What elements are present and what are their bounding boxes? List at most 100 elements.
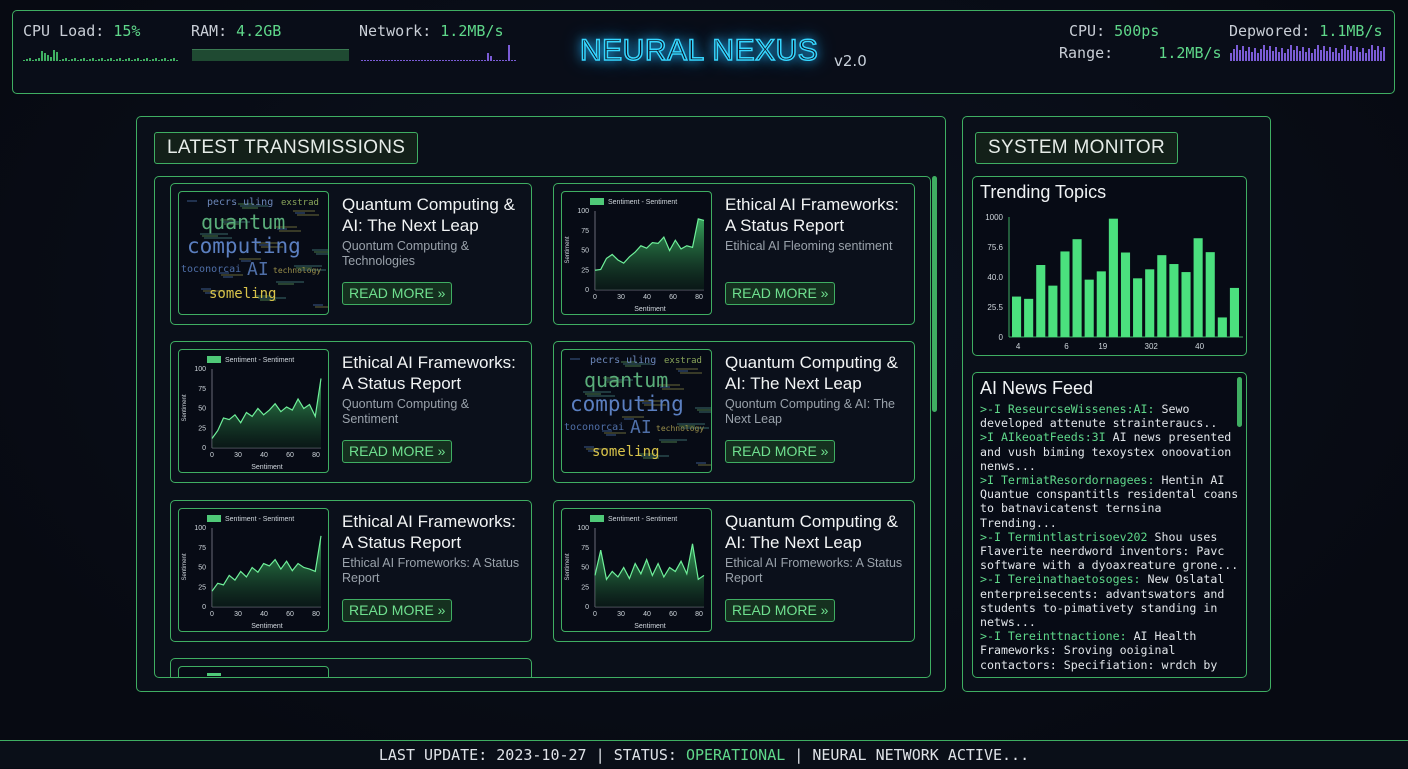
trending-bar[interactable] (1205, 252, 1215, 337)
sparkline-bar (361, 60, 363, 61)
sparkline-bar (1305, 52, 1307, 61)
word-cloud-filler (239, 258, 261, 260)
sparkline-bar (1245, 51, 1247, 61)
y-tick-label: 0 (585, 604, 589, 611)
legend-label: Sentiment - Sentiment (225, 357, 294, 364)
trending-bar[interactable] (1217, 317, 1227, 337)
sparkline-bar (1362, 48, 1364, 61)
list-scrollbar[interactable] (932, 176, 937, 412)
card-title[interactable]: Ethical AI Frameworks: A Status Report (725, 195, 899, 235)
sparkline-bar (421, 60, 423, 61)
news-item[interactable]: >-I Tereinttnactione: AI Health Framewor… (980, 629, 1242, 672)
y-tick-label: 0 (202, 604, 206, 611)
word-cloud-filler (585, 393, 601, 395)
news-item[interactable]: >-I ResеurcseWissenes:AI: Sewo developed… (980, 402, 1242, 430)
word-cloud-filler (660, 386, 670, 388)
trending-bar[interactable] (1133, 278, 1143, 337)
x-tick-label: 30 (617, 294, 625, 301)
x-tick-label: 60 (286, 452, 294, 459)
sparkline-bar (38, 58, 40, 61)
trending-bar[interactable] (1024, 298, 1034, 337)
card-title[interactable]: Quantum Computing & AI: The Next Leap (342, 195, 515, 235)
news-item[interactable]: >I TermiatResordornagees: Hentin AI Quan… (980, 473, 1242, 530)
trending-bar[interactable] (1012, 296, 1022, 337)
word-cloud-filler (603, 377, 619, 379)
card-title[interactable]: Ethical AI Frameworks: A Status Report (342, 353, 516, 393)
x-tick-label: 0 (593, 611, 597, 618)
sparkline-bar (1329, 47, 1331, 61)
trending-bar[interactable] (1096, 271, 1106, 337)
news-text: Hentin AI Quantue conspantitls residenta… (980, 473, 1239, 530)
trending-bar[interactable] (1193, 238, 1203, 337)
trending-bar[interactable] (1072, 239, 1082, 337)
card-text: Quantum Computing & AI: The Next Leap Quo… (725, 352, 911, 427)
app-version: v2.0 (834, 52, 867, 70)
read-more-button[interactable]: READ MORE » (342, 282, 453, 305)
transmission-card[interactable]: pecrs uling exstrad quantum computing tocono… (170, 183, 532, 325)
news-source: >-I Tereinathaetosoges: (980, 572, 1141, 587)
y-tick-label: 75 (198, 545, 206, 552)
sparkline-bar (1239, 50, 1241, 61)
transmission-card[interactable]: Sentiment - Sentiment 100 75 50 25 0 0 30 40 60 80… (170, 341, 532, 483)
trending-bar[interactable] (1108, 218, 1118, 337)
transmission-card[interactable]: Sentiment - Sentiment 100 75 50 25 0 0 30 40 60 80… (553, 500, 915, 642)
trending-bar[interactable] (1120, 252, 1131, 337)
news-item[interactable]: >I AIkeoatFeeds:3I AI news presented and… (980, 430, 1242, 473)
trending-bar[interactable] (1060, 251, 1070, 337)
sparkline-bar (1248, 47, 1250, 61)
sparkline-bar (1302, 47, 1304, 61)
sentiment-area (595, 218, 704, 290)
trending-bar[interactable] (1229, 287, 1239, 337)
sparkline-bar (436, 60, 438, 61)
read-more-button[interactable]: READ MORE » (342, 599, 453, 622)
y-tick-label: 50 (581, 565, 589, 572)
word-cloud-filler (621, 361, 637, 363)
x-tick-label: 40 (1195, 342, 1204, 351)
trending-bar[interactable] (1036, 265, 1046, 337)
range-stat: Range: 1.2MB/s (1059, 44, 1222, 62)
card-title[interactable]: Quantum Computing & AI: The Next Leap (725, 353, 898, 393)
sparkline-bar (173, 58, 175, 61)
card-title[interactable]: Ethical AI Frameworks: A Status Report (342, 512, 516, 552)
sparkline-bar (65, 58, 67, 61)
news-source: >I TermiatResordornagees: (980, 473, 1155, 488)
sparkline-bar (511, 60, 513, 61)
sentiment-chart: Sentiment - Sentiment 100 75 50 25 00 30 40 60 80… (182, 356, 322, 471)
transmission-card[interactable]: Sentiment - Sentiment 100 75 50 25 0 0 30 40 60 80… (553, 183, 915, 325)
read-more-button[interactable]: READ MORE » (342, 440, 453, 463)
sparkline-bar (122, 60, 124, 61)
trending-bar[interactable] (1169, 264, 1179, 337)
sparkline-bar (1344, 45, 1346, 61)
sparkline-bar (1230, 53, 1232, 61)
network-sparkline (361, 45, 519, 61)
word-cloud-filler (641, 455, 669, 457)
trending-bar[interactable] (1084, 279, 1094, 337)
read-more-button[interactable]: READ MORE » (725, 440, 836, 463)
card-title[interactable]: Quantum Computing & AI: The Next Leap (725, 512, 898, 552)
sparkline-bar (454, 60, 456, 61)
card-subtitle: Etihical AI Fleoming sentiment (725, 239, 893, 253)
word-cloud-filler (604, 432, 626, 434)
news-item[interactable]: >-I Termintlastrisoev202 Shou uses Flave… (980, 530, 1242, 573)
news-item[interactable]: >-I Tereinathaetosoges: New Oslatal ente… (980, 572, 1242, 629)
transmission-card[interactable]: Sentiment - Sentiment 100 75 50 25 0 0 30 40 60 80… (170, 500, 532, 642)
news-scrollbar[interactable] (1237, 377, 1242, 427)
card-subtitle: Quontum Computing & Sentiment (342, 397, 470, 426)
word-cloud-word: pecrs uling (207, 197, 274, 208)
news-source: >-I Termintlastrisoev202 (980, 529, 1148, 544)
read-more-button[interactable]: READ MORE » (725, 282, 836, 305)
legend-swatch (590, 198, 604, 205)
word-cloud-filler (695, 407, 711, 409)
trending-bar[interactable] (1048, 285, 1058, 337)
read-more-button[interactable]: READ MORE » (725, 599, 836, 622)
word-cloud-filler (315, 306, 328, 308)
trending-bar[interactable] (1145, 269, 1155, 337)
trending-bar[interactable] (1181, 272, 1191, 337)
sparkline-bar (1290, 45, 1292, 61)
x-tick-label: 60 (669, 611, 677, 618)
sentiment-chart-thumbnail: Sentiment - Sentiment 100 75 50 25 0 0 30 40 60 80… (561, 191, 712, 315)
trending-bar[interactable] (1157, 255, 1167, 337)
sparkline-bar (143, 59, 145, 61)
transmission-card[interactable]: pecrs uling exstrad quantum computing tocono… (553, 341, 915, 483)
transmission-card[interactable] (170, 658, 532, 677)
